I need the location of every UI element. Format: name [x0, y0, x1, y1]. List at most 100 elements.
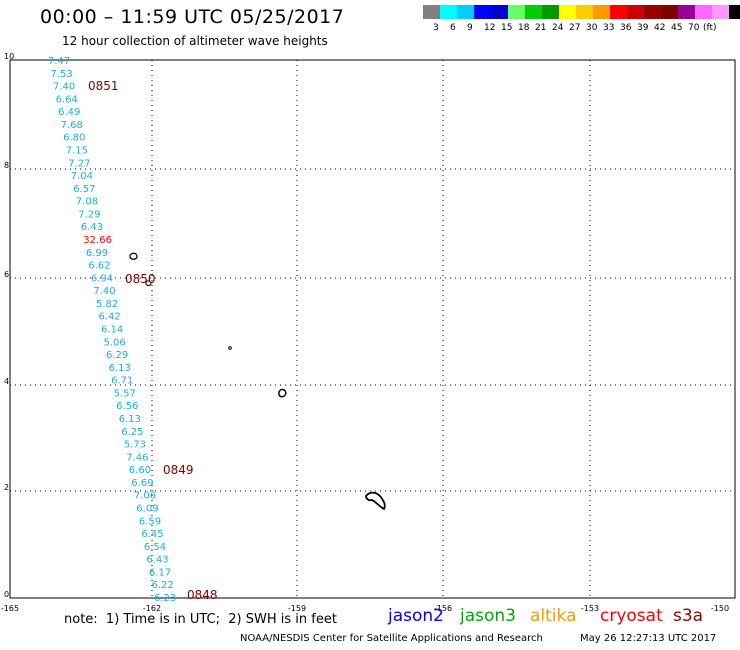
colorbar-label: 18: [518, 23, 530, 33]
island-small: [228, 346, 232, 350]
colorbar-label: 6: [450, 23, 456, 33]
time-label: 0851: [88, 79, 119, 93]
x-tick-label: -162: [143, 604, 161, 613]
note-text: note: 1) Time is in UTC; 2) SWH is in fe…: [64, 612, 337, 627]
wave-height-label: 7.68: [61, 120, 83, 131]
satellite-name-jason3: jason3: [460, 606, 516, 626]
y-tick-label: 10: [4, 52, 14, 61]
colorbar-swatch: [593, 5, 610, 19]
satellite-name-cryosat: cryosat: [600, 606, 663, 626]
wave-height-label: 7.15: [66, 146, 88, 157]
wave-height-label: 5.73: [124, 440, 146, 451]
wave-height-label: 7.29: [78, 209, 100, 220]
wave-height-label: 6.57: [73, 184, 95, 195]
colorbar-label: 24: [552, 23, 564, 33]
colorbar-swatch: [440, 5, 457, 19]
wave-height-label: 5.57: [114, 388, 136, 399]
island-maui-group: [365, 491, 386, 511]
island-oahu: [278, 388, 287, 398]
wave-height-label: 6.42: [99, 312, 121, 323]
wave-height-label: 7.40: [53, 82, 75, 93]
colorbar-swatch: [491, 5, 508, 19]
colorbar-swatch: [542, 5, 559, 19]
x-tick-label: -156: [434, 604, 452, 613]
x-tick-label: -153: [581, 604, 599, 613]
colorbar-swatch: [661, 5, 678, 19]
y-tick-label: 0: [4, 590, 9, 599]
colorbar-swatch: [644, 5, 661, 19]
wave-height-label: 6.14: [101, 325, 123, 336]
island-niihau: [145, 280, 152, 286]
colorbar-swatch: [423, 5, 440, 19]
wave-height-label: 6.56: [116, 401, 138, 412]
time-labels: 0851 0850 0849 0848: [88, 79, 218, 602]
wave-height-label: 6.25: [121, 427, 143, 438]
colorbar-label: 45: [671, 23, 683, 33]
wave-height-label: 6.62: [88, 261, 110, 272]
island-kauai: [129, 252, 138, 260]
wave-height-label: 5.82: [96, 299, 118, 310]
colorbar-swatch: [559, 5, 576, 19]
colorbar-label: 42: [654, 23, 666, 33]
time-label: 0848: [187, 588, 218, 602]
colorbar-unit: (ft): [703, 23, 717, 33]
colorbar-label: 36: [620, 23, 632, 33]
colorbar-label: 27: [569, 23, 581, 33]
y-tick-label: 2: [4, 483, 9, 492]
y-tick-label: 8: [4, 161, 9, 170]
wave-height-label: 6.60: [129, 465, 151, 476]
credit-text: NOAA/NESDIS Center for Satellite Applica…: [240, 633, 543, 644]
wave-height-label: 6.49: [58, 107, 80, 118]
time-label: 0850: [125, 272, 156, 286]
colorbar-label: 39: [637, 23, 649, 33]
wave-height-label: 7.27: [68, 158, 90, 169]
wave-height-label: 7.46: [126, 452, 148, 463]
wave-height-label: 6.69: [131, 478, 153, 489]
wave-height-label: 6.43: [146, 555, 168, 566]
timestamp: May 26 12:27:13 UTC 2017: [580, 633, 717, 644]
wave-height-label: 6.94: [91, 273, 113, 284]
wave-height-label: 32.66: [83, 235, 112, 246]
colorbar-label: 30: [586, 23, 598, 33]
x-tick-label: -159: [288, 604, 306, 613]
wave-height-label: 6.45: [141, 529, 163, 540]
x-tick-label: -165: [1, 604, 19, 613]
colorbar-label: 21: [535, 23, 547, 33]
colorbar-swatch: [712, 5, 729, 19]
colorbar-label: 9: [467, 23, 473, 33]
colorbar-label: 3: [433, 23, 439, 33]
wave-height-label: 6.13: [119, 414, 141, 425]
colorbar-swatch: [627, 5, 644, 19]
wave-height-label: 7.06: [134, 491, 156, 502]
wave-height-label: 6.09: [136, 504, 158, 515]
wave-height-label: 7.53: [51, 69, 73, 80]
wave-height-label: 6.22: [152, 580, 174, 591]
satellite-name-s3a: s3a: [673, 606, 704, 626]
wave-height-label: 6.71: [111, 376, 133, 387]
wave-height-label: 6.59: [139, 516, 161, 527]
wave-height-label: 7.08: [76, 197, 98, 208]
wave-height-label: 6.43: [81, 222, 103, 233]
satellite-name-jason2: jason2: [388, 606, 444, 626]
colorbar-label: 12: [484, 23, 496, 33]
wave-height-label: 7.47: [48, 56, 70, 67]
island-outlines: [129, 252, 386, 511]
wave-height-label: 5.06: [104, 337, 126, 348]
colorbar-swatch: [525, 5, 542, 19]
wave-height-label: 6.23: [154, 593, 176, 604]
wave-height-label: 6.64: [56, 94, 78, 105]
colorbar-label: 33: [603, 23, 615, 33]
map-grid: [9, 59, 736, 599]
colorbar-label: 70: [688, 23, 700, 33]
wave-height-label: 6.17: [149, 567, 171, 578]
satellite-name-altika: altika: [530, 606, 577, 626]
y-tick-label: 6: [4, 270, 9, 279]
colorbar-swatch: [729, 5, 740, 19]
wave-height-label: 6.54: [144, 542, 166, 553]
colorbar-swatch: [474, 5, 491, 19]
colorbar-swatch: [457, 5, 474, 19]
wave-height-label: 7.40: [93, 286, 115, 297]
x-tick-label: -150: [711, 604, 729, 613]
colorbar-swatch: [695, 5, 712, 19]
